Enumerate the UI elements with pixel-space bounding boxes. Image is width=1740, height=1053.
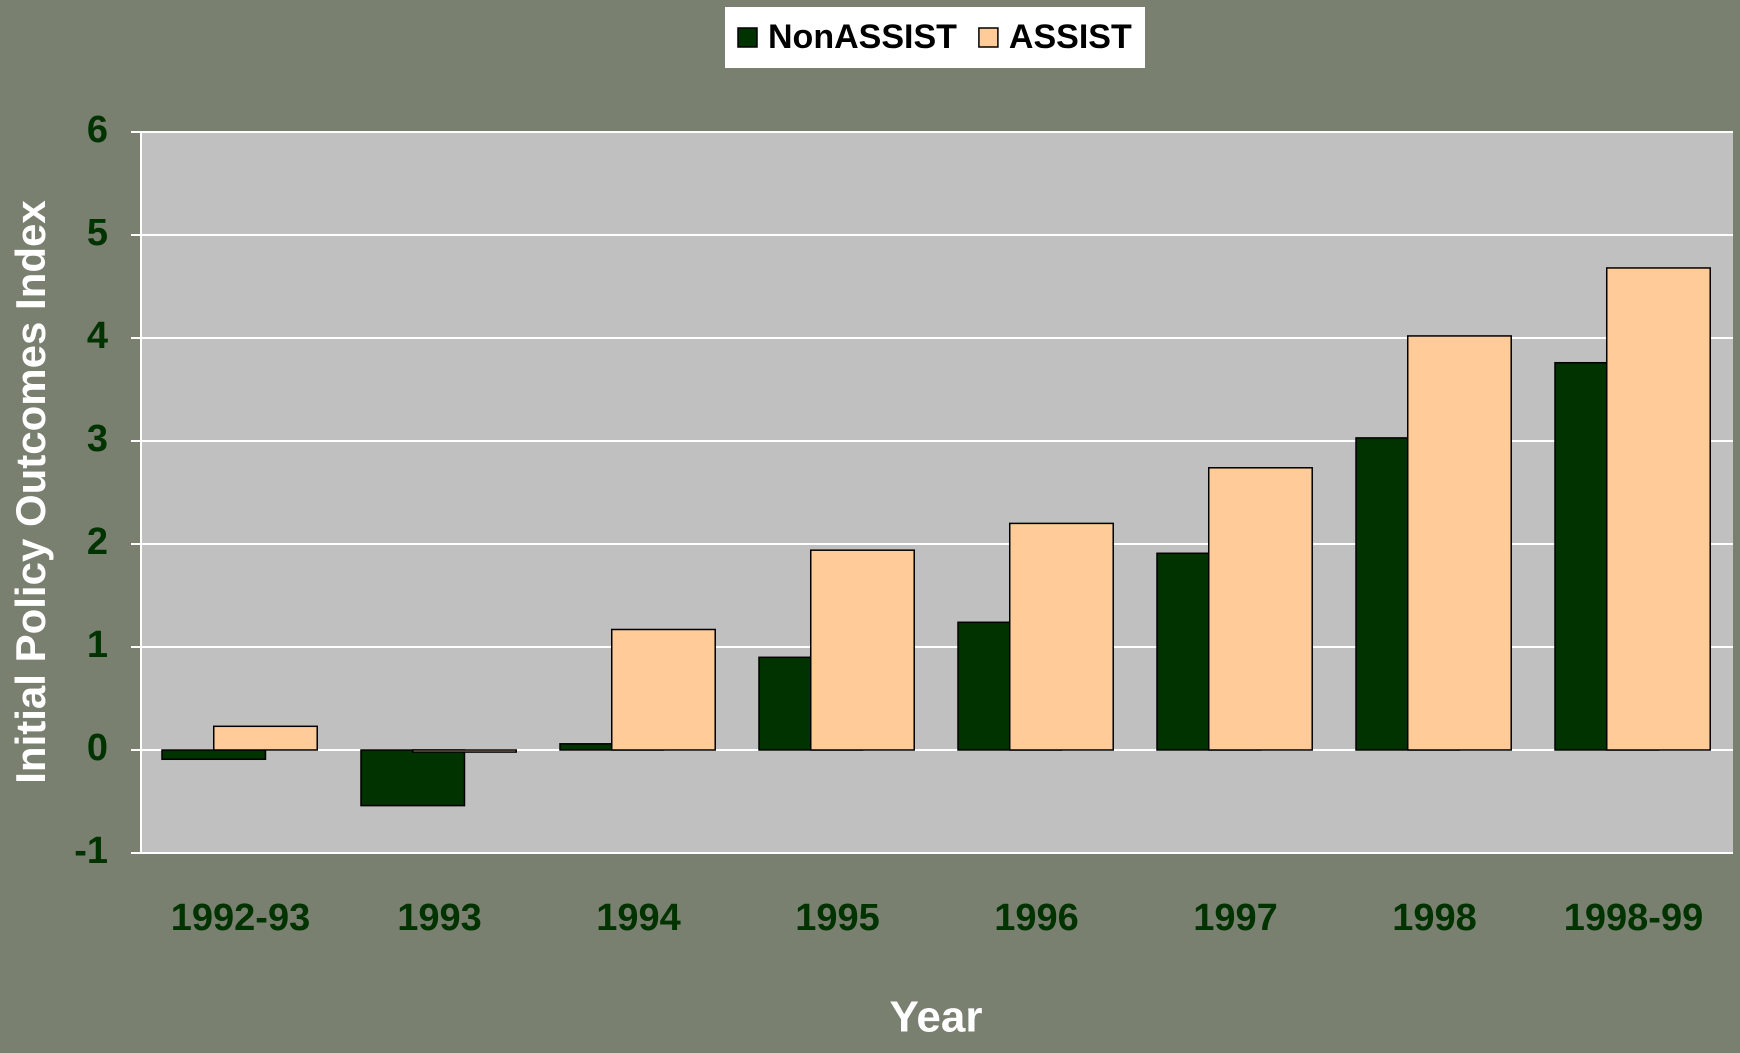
- x-tick-label: 1998: [1392, 897, 1477, 939]
- bar: [1406, 335, 1512, 751]
- y-tick-label: -1: [74, 830, 108, 872]
- bar: [360, 749, 466, 807]
- legend-box: [725, 7, 1145, 68]
- bar: [1008, 522, 1114, 751]
- legend-swatch: [978, 27, 999, 48]
- bar: [1207, 467, 1313, 751]
- legend-label: NonASSIST: [768, 18, 957, 56]
- legend-label: ASSIST: [1009, 18, 1132, 56]
- bar: [1605, 267, 1711, 751]
- y-tick-label: 4: [87, 315, 108, 357]
- bar: [809, 549, 915, 751]
- x-tick-label: 1995: [795, 897, 880, 939]
- y-tick-label: 6: [87, 109, 108, 151]
- x-tick-label: 1992-93: [171, 897, 310, 939]
- x-axis-title: Year: [890, 993, 983, 1042]
- x-tick-label: 1993: [397, 897, 482, 939]
- y-tick-label: 5: [87, 212, 108, 254]
- x-tick-label: 1994: [596, 897, 681, 939]
- y-axis-title: Initial Policy Outcomes Index: [7, 200, 54, 784]
- x-tick-label: 1997: [1193, 897, 1278, 939]
- x-tick-label: 1998-99: [1564, 897, 1703, 939]
- legend-swatch: [737, 27, 758, 48]
- y-tick-label: 1: [87, 624, 108, 666]
- y-tick-label: 0: [87, 727, 108, 769]
- bar: [161, 749, 267, 761]
- bar: [212, 725, 318, 751]
- y-tick-label: 3: [87, 418, 108, 460]
- bar: [610, 628, 716, 751]
- x-tick-label: 1996: [994, 897, 1079, 939]
- bar: [411, 749, 517, 753]
- y-tick-label: 2: [87, 521, 108, 563]
